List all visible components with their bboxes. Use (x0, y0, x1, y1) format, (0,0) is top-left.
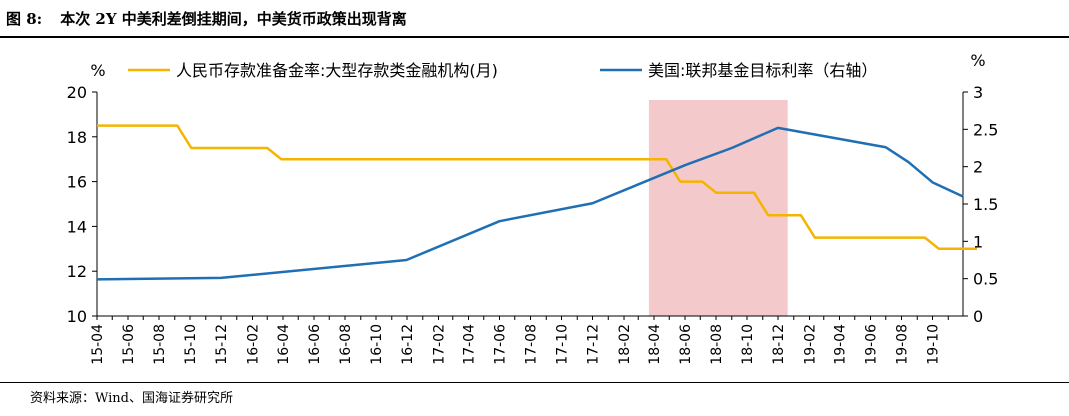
left-tick-label: 16 (67, 173, 87, 192)
x-tick-label: 17-10 (555, 324, 571, 365)
x-tick-label: 19-04 (833, 324, 849, 365)
right-tick-label: 0.5 (973, 270, 998, 289)
x-tick-label: 15-04 (90, 324, 106, 365)
x-tick-label: 17-06 (493, 324, 509, 365)
left-tick-label: 12 (67, 262, 87, 281)
right-unit-label: % (970, 51, 985, 70)
x-tick-label: 19-08 (895, 324, 911, 365)
figure-title-text: 本次 2Y 中美利差倒挂期间，中美货币政策出现背离 (60, 10, 407, 28)
source-rule (0, 382, 1069, 383)
x-tick-label: 18-12 (771, 324, 787, 365)
x-tick-label: 16-02 (246, 324, 262, 365)
x-tick-label: 15-10 (183, 324, 199, 365)
left-tick-label: 10 (67, 307, 87, 326)
x-tick-label: 18-02 (617, 324, 633, 365)
x-tick-label: 19-02 (803, 324, 819, 365)
right-tick-label: 2 (973, 158, 983, 177)
x-tick-label: 17-08 (524, 324, 540, 365)
right-tick-label: 1.5 (973, 195, 998, 214)
left-tick-label: 20 (67, 83, 87, 102)
x-tick-label: 15-08 (152, 324, 168, 365)
x-tick-label: 17-12 (586, 324, 602, 365)
x-tick-label: 18-04 (647, 324, 663, 365)
title-rule (0, 36, 1069, 38)
x-tick-label: 17-04 (462, 324, 478, 365)
x-tick-label: 18-10 (740, 324, 756, 365)
left-tick-label: 18 (67, 128, 87, 147)
x-tick-label: 16-04 (276, 324, 292, 365)
series-line-rrr (97, 124, 977, 251)
right-tick-label: 1 (973, 232, 983, 251)
right-tick-label: 2.5 (973, 120, 998, 139)
series-line-fed-rate (96, 126, 964, 281)
x-tick-label: 19-10 (926, 324, 942, 365)
right-tick-label: 0 (973, 307, 983, 326)
x-tick-label: 17-02 (432, 324, 448, 365)
x-tick-label: 16-10 (369, 324, 385, 365)
left-unit-label: % (90, 61, 105, 80)
figure-number: 图 8: (6, 10, 43, 28)
x-tick-label: 15-06 (121, 324, 137, 365)
figure-title: 图 8: 本次 2Y 中美利差倒挂期间，中美货币政策出现背离 (6, 8, 407, 29)
x-tick-label: 18-06 (678, 324, 694, 365)
legend-label-rrr: 人民币存款准备金率:大型存款类金融机构(月) (176, 61, 498, 80)
left-tick-label: 14 (67, 217, 87, 236)
x-tick-label: 19-06 (864, 324, 880, 365)
source-note: 资料来源：Wind、国海证券研究所 (30, 391, 233, 406)
x-tick-label: 18-08 (709, 324, 725, 365)
x-tick-label: 16-08 (338, 324, 354, 365)
x-tick-label: 15-12 (214, 324, 230, 365)
x-tick-label: 16-12 (400, 324, 416, 365)
x-tick-label: 16-06 (307, 324, 323, 365)
right-tick-label: 3 (973, 83, 983, 102)
legend-label-fed-rate: 美国:联邦基金目标利率（右轴） (648, 61, 877, 80)
